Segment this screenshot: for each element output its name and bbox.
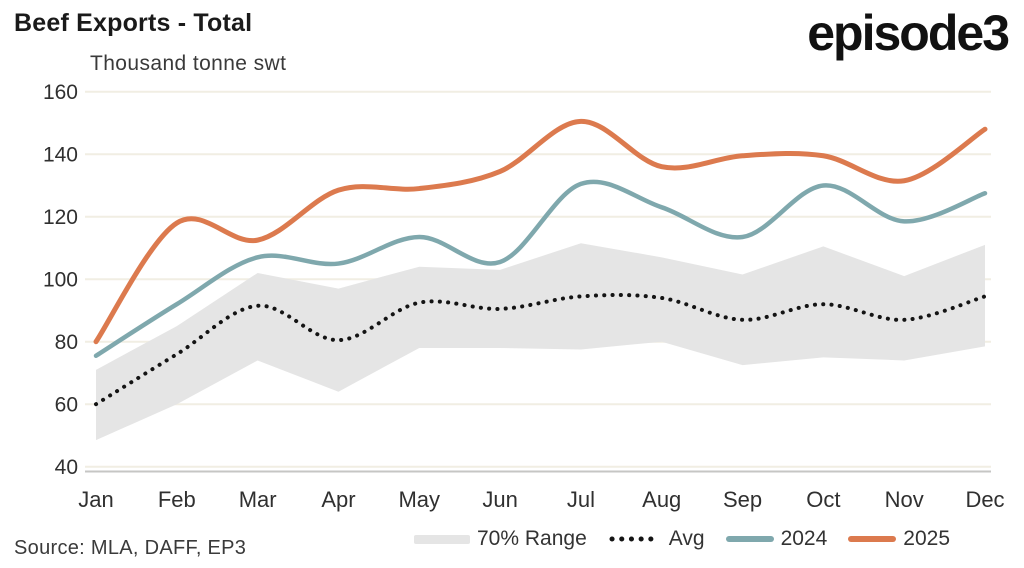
legend-label-2024: 2024 xyxy=(780,527,828,550)
x-tick-label: Feb xyxy=(158,487,196,512)
y-tick-label: 60 xyxy=(55,394,78,417)
y-tick-label: 160 xyxy=(43,81,78,104)
x-tick-label: Sep xyxy=(723,487,762,512)
range-band-swatch-icon xyxy=(414,534,470,544)
y-tick-label: 40 xyxy=(55,456,78,479)
y-tick-label: 120 xyxy=(43,206,78,229)
range-band-area xyxy=(96,243,985,441)
x-tick-label: Aug xyxy=(642,487,681,512)
x-tick-label: Nov xyxy=(885,487,924,512)
series-line-2024 xyxy=(93,179,988,359)
legend-item-range: 70% Range xyxy=(414,527,587,551)
x-tick-label: Jul xyxy=(567,487,595,512)
y-tick-label: 80 xyxy=(55,331,78,354)
legend-label-avg: Avg xyxy=(668,527,705,550)
x-tick-label: Oct xyxy=(806,487,840,512)
y-axis-unit-label: Thousand tonne swt xyxy=(90,52,287,75)
legend-item-2024: 2024 xyxy=(725,527,828,551)
legend-label-range: 70% Range xyxy=(477,527,587,550)
source-note: Source: MLA, DAFF, EP3 xyxy=(14,537,247,559)
x-tick-label: May xyxy=(398,487,440,512)
episode3-logo: episode3 xyxy=(807,5,1010,61)
chart-legend: 70% Range Avg 2024 2025 xyxy=(414,527,950,551)
avg-dotted-line-swatch-icon xyxy=(609,536,662,542)
x-tick-label: Jan xyxy=(78,487,113,512)
x-tick-label: Mar xyxy=(239,487,277,512)
line-2025-swatch-icon xyxy=(848,536,897,542)
series-line-2025 xyxy=(93,118,988,345)
line-2024-swatch-icon xyxy=(725,536,774,542)
legend-label-2025: 2025 xyxy=(903,527,950,550)
x-tick-label: Apr xyxy=(321,487,355,512)
legend-item-2025: 2025 xyxy=(848,527,950,551)
x-tick-label: Jun xyxy=(482,487,517,512)
y-tick-label: 140 xyxy=(43,144,78,167)
chart-title: Beef Exports - Total xyxy=(14,9,253,37)
legend-item-avg: Avg xyxy=(608,527,705,551)
series-line-avg xyxy=(94,293,987,407)
y-tick-label: 100 xyxy=(43,269,78,292)
x-tick-label: Dec xyxy=(965,487,1004,512)
